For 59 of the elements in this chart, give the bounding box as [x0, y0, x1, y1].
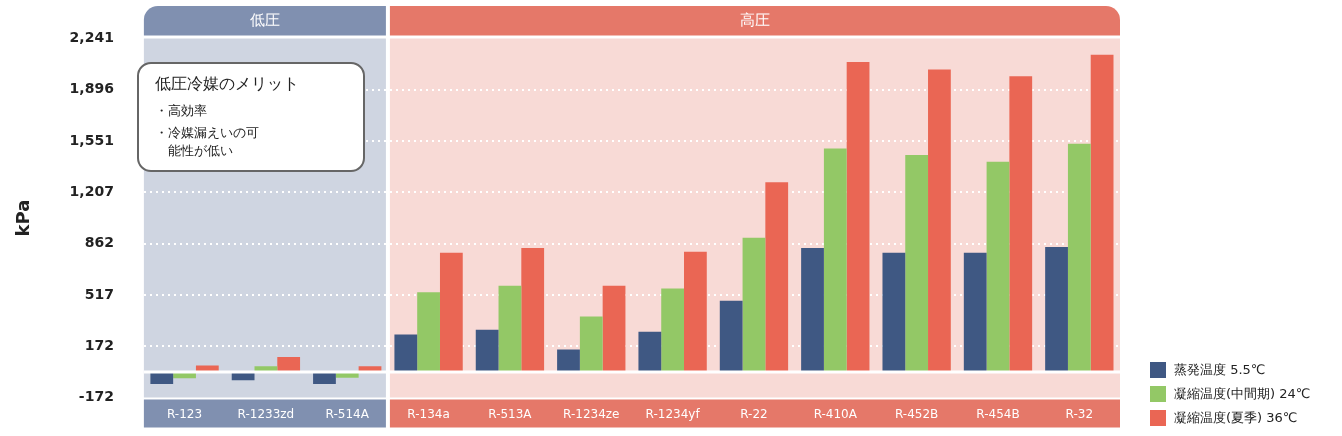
y-tick-label: -172 — [78, 388, 114, 405]
bar — [963, 252, 987, 372]
legend-label: 凝縮温度(夏季) 36℃ — [1174, 409, 1298, 427]
bar — [417, 292, 440, 372]
bar — [557, 349, 580, 372]
x-tick-label: R-123 — [167, 406, 203, 421]
band-label: 低圧 — [249, 10, 280, 29]
bar — [719, 300, 743, 372]
bar — [765, 182, 789, 372]
bar — [313, 372, 336, 384]
y-tick-label: 862 — [84, 234, 114, 251]
bar — [1090, 54, 1114, 372]
bar — [905, 155, 929, 372]
y-tick-label: 1,551 — [69, 131, 114, 148]
y-axis-title: kPa — [12, 199, 34, 237]
y-tick-label: 2,241 — [69, 29, 114, 46]
x-tick-label: R-1234yf — [645, 406, 701, 421]
bar — [439, 252, 463, 372]
bar — [638, 331, 662, 372]
x-tick-label: R-454B — [976, 406, 1020, 421]
bar — [394, 334, 418, 372]
bar — [579, 316, 603, 372]
x-tick-label: R-452B — [894, 406, 939, 421]
bar — [1045, 247, 1068, 372]
band-label: 高圧 — [739, 10, 770, 29]
bar — [1009, 76, 1033, 372]
x-tick-label: R-134a — [407, 406, 450, 421]
x-tick-label: R-32 — [1065, 406, 1094, 421]
x-tick-label: R-1233zd — [237, 406, 295, 421]
bar — [150, 372, 174, 384]
bar — [661, 288, 684, 372]
bar — [521, 248, 545, 372]
x-tick-label: R-514A — [325, 406, 370, 421]
bar — [498, 285, 522, 372]
y-tick-label: 1,896 — [69, 80, 114, 97]
y-tick-label: 172 — [84, 337, 114, 354]
annotation: 低圧冷媒のメリット — [155, 73, 300, 95]
bar — [823, 148, 847, 372]
bar — [1067, 143, 1091, 372]
legend-label: 蒸発温度 5.5℃ — [1174, 361, 1266, 379]
annotation: ・高効率 — [155, 102, 208, 120]
x-tick-label: R-1234ze — [563, 406, 620, 421]
bar — [846, 62, 870, 372]
bar — [986, 161, 1010, 372]
bar — [882, 252, 906, 372]
callout-box: 低圧冷媒のメリット ・高効率 ・冷媒漏えいの可能性が低い — [137, 62, 365, 172]
bar — [475, 329, 499, 372]
x-tick-label: R-410A — [813, 406, 858, 421]
y-tick-label: 1,207 — [69, 182, 114, 199]
bar — [684, 251, 707, 372]
bar — [602, 285, 626, 372]
bar — [742, 237, 766, 372]
x-tick-label: R-22 — [740, 406, 768, 421]
bar — [801, 248, 824, 372]
annotation: ・冷媒漏えいの可能性が低い — [155, 124, 260, 160]
bar — [928, 69, 951, 372]
legend-label: 凝縮温度(中間期) 24℃ — [1174, 385, 1311, 403]
y-tick-label: 517 — [84, 285, 114, 302]
x-tick-label: R-513A — [488, 406, 533, 421]
